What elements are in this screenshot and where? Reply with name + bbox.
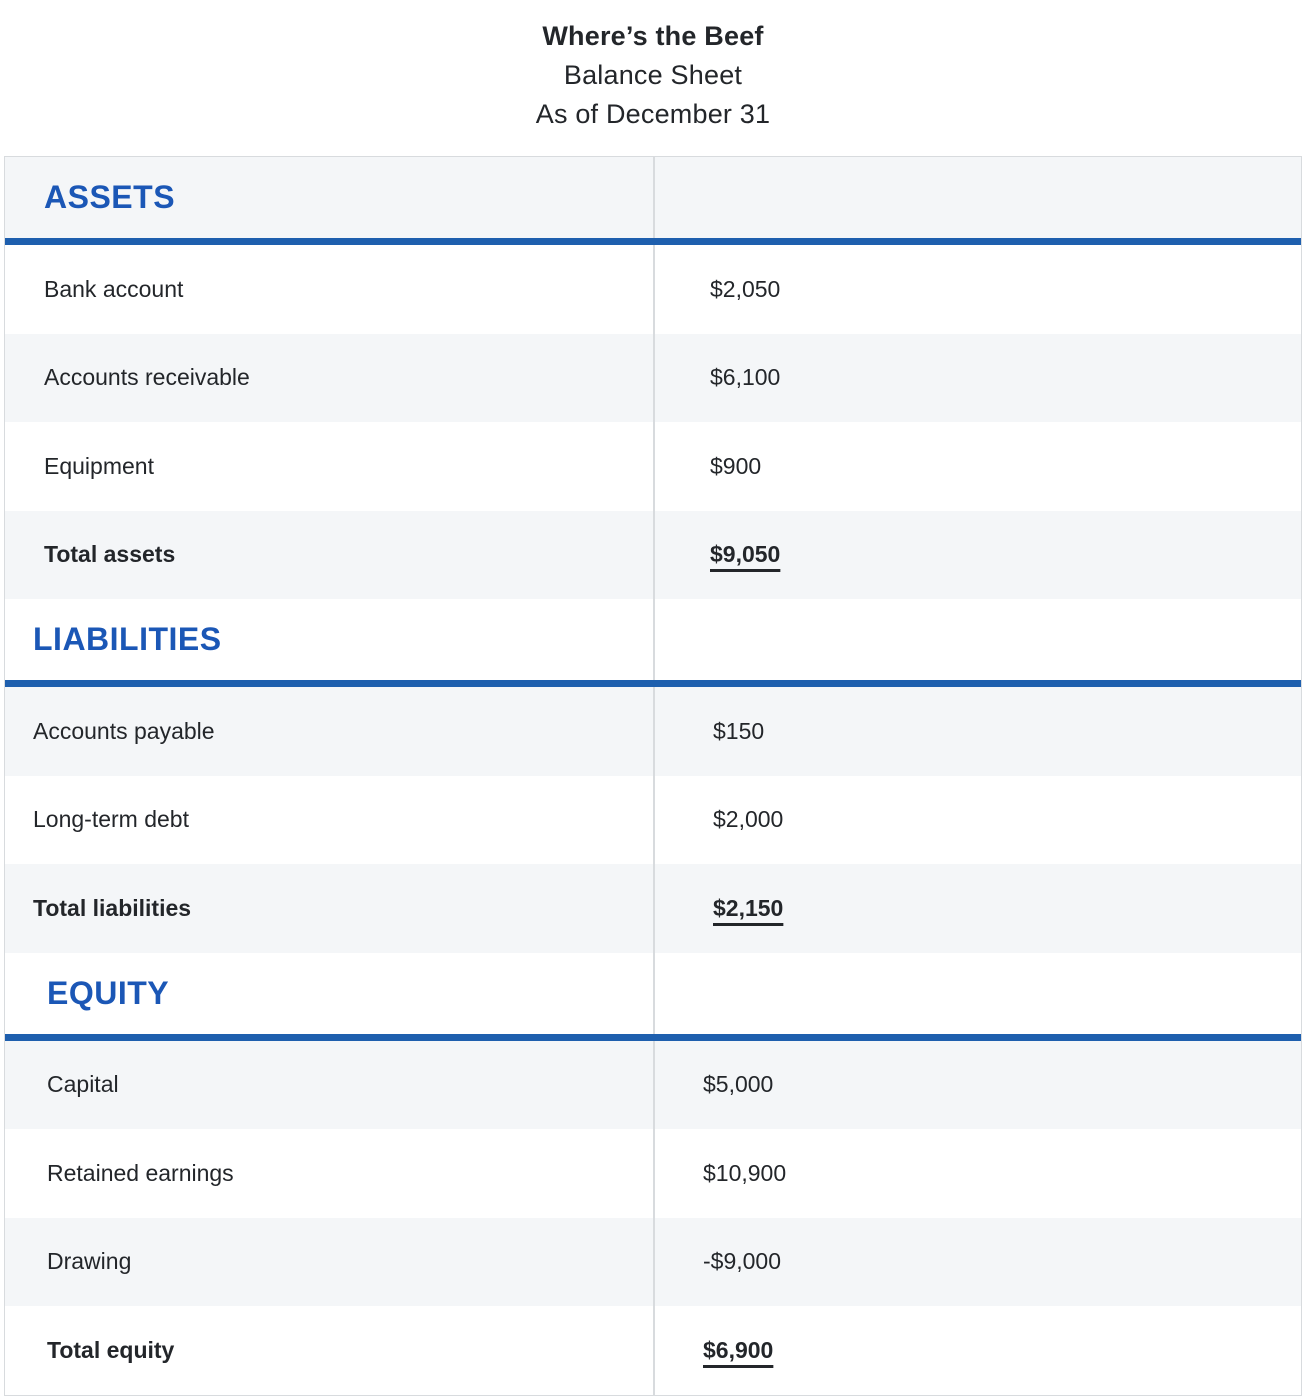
- section-header-liabilities: LIABILITIES: [5, 599, 1301, 687]
- row-label: Equipment: [44, 452, 154, 479]
- row-value: $2,050: [710, 275, 781, 302]
- row-value: $10,900: [703, 1159, 787, 1186]
- table-row-accounts-payable: Accounts payable $150: [5, 687, 1301, 776]
- row-value: $5,000: [703, 1071, 774, 1098]
- total-label: Total assets: [44, 541, 176, 568]
- table-row-drawing: Drawing -$9,000: [5, 1217, 1301, 1306]
- table-row-bank-account: Bank account $2,050: [5, 245, 1301, 334]
- row-value: -$9,000: [703, 1248, 782, 1275]
- row-value: $150: [713, 717, 765, 744]
- balance-sheet-table: ASSETS Bank account $2,050 Accounts rece…: [4, 156, 1302, 1396]
- section-header-equity: EQUITY: [5, 952, 1301, 1041]
- table-row-equipment: Equipment $900: [5, 422, 1301, 511]
- table-row-accounts-receivable: Accounts receivable $6,100: [5, 333, 1301, 422]
- row-label: Accounts payable: [33, 717, 215, 744]
- table-row-total-assets: Total assets $9,050: [5, 510, 1301, 599]
- total-value: $2,150: [713, 894, 784, 921]
- section-header-value-cell: [653, 599, 1301, 680]
- table-row-long-term-debt: Long-term debt $2,000: [5, 775, 1301, 864]
- row-label: Accounts receivable: [44, 364, 250, 391]
- section-title: EQUITY: [47, 974, 170, 1011]
- total-value: $9,050: [710, 541, 781, 568]
- total-value: $6,900: [703, 1336, 774, 1363]
- row-label: Bank account: [44, 275, 184, 302]
- row-value: $2,000: [713, 806, 784, 833]
- report-header: Where’s the Beef Balance Sheet As of Dec…: [0, 0, 1306, 156]
- row-value: $900: [710, 452, 762, 479]
- total-label: Total equity: [47, 1336, 175, 1363]
- table-row-total-equity: Total equity $6,900: [5, 1306, 1301, 1395]
- company-name: Where’s the Beef: [542, 21, 764, 51]
- table-row-retained-earnings: Retained earnings $10,900: [5, 1129, 1301, 1218]
- row-label: Drawing: [47, 1248, 132, 1275]
- table-row-total-liabilities: Total liabilities $2,150: [5, 864, 1301, 953]
- table-row-capital: Capital $5,000: [5, 1040, 1301, 1129]
- row-value: $6,100: [710, 364, 781, 391]
- report-date: As of December 31: [535, 99, 771, 129]
- section-header-assets: ASSETS: [5, 157, 1301, 245]
- section-title: ASSETS: [44, 179, 176, 215]
- report-type: Balance Sheet: [563, 60, 743, 90]
- row-label: Capital: [47, 1071, 119, 1098]
- section-header-value-cell: [653, 952, 1301, 1034]
- total-label: Total liabilities: [33, 894, 192, 921]
- section-title: LIABILITIES: [33, 621, 222, 657]
- section-header-value-cell: [653, 157, 1301, 238]
- row-label: Retained earnings: [47, 1159, 234, 1186]
- row-label: Long-term debt: [33, 806, 189, 833]
